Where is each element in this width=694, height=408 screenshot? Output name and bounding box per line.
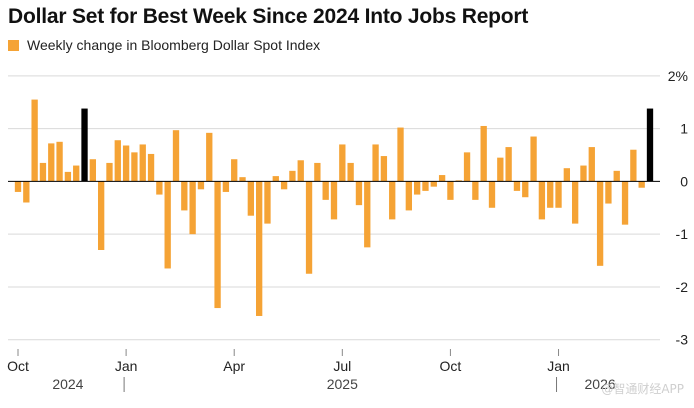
bar-35 bbox=[305, 181, 313, 274]
bar-66 bbox=[563, 168, 571, 182]
bar-23 bbox=[206, 132, 213, 182]
bar-48 bbox=[413, 181, 421, 195]
bar-56 bbox=[480, 125, 487, 182]
bar-36 bbox=[314, 162, 321, 182]
bar-2 bbox=[31, 99, 38, 182]
bar-52 bbox=[447, 181, 454, 200]
bar-45 bbox=[389, 181, 396, 220]
year-label-1: 2025 bbox=[327, 376, 358, 392]
bar-65 bbox=[555, 181, 562, 208]
bar-60 bbox=[513, 181, 521, 191]
bar-10 bbox=[97, 181, 105, 250]
bar-17 bbox=[156, 181, 163, 195]
x-tick-label-4: Oct bbox=[440, 358, 462, 374]
bar-13 bbox=[122, 145, 130, 182]
bar-75 bbox=[638, 181, 645, 188]
bar-57 bbox=[488, 181, 496, 208]
bar-19 bbox=[172, 130, 180, 182]
bar-42 bbox=[364, 181, 371, 248]
bar-24 bbox=[214, 181, 221, 309]
bar-43 bbox=[372, 144, 379, 182]
bar-12 bbox=[114, 140, 121, 182]
bar-31 bbox=[272, 176, 279, 182]
bar-22 bbox=[197, 181, 205, 190]
bar-11 bbox=[106, 162, 113, 182]
x-tick-label-2: Apr bbox=[223, 358, 245, 374]
bar-49 bbox=[422, 181, 429, 191]
y-tick-label-1: 1 bbox=[680, 121, 688, 137]
bar-47 bbox=[405, 181, 413, 211]
bar-3 bbox=[39, 162, 47, 182]
bar-51 bbox=[438, 175, 446, 182]
bar-1 bbox=[23, 181, 30, 203]
bar-63 bbox=[538, 181, 546, 220]
bar-41 bbox=[355, 181, 363, 206]
bar-26 bbox=[231, 159, 238, 182]
bar-73 bbox=[621, 181, 629, 225]
bar-62 bbox=[530, 136, 537, 182]
x-tick-label-5: Jan bbox=[547, 358, 570, 374]
bar-6 bbox=[64, 171, 72, 182]
bar-8 bbox=[81, 108, 88, 182]
y-tick-label-5: -3 bbox=[676, 332, 689, 348]
bar-46 bbox=[397, 127, 404, 182]
y-tick-label-3: -1 bbox=[676, 226, 689, 242]
bar-37 bbox=[322, 181, 329, 200]
bar-29 bbox=[255, 181, 263, 316]
bar-53 bbox=[455, 180, 462, 182]
bar-44 bbox=[380, 156, 388, 182]
bar-15 bbox=[139, 144, 146, 182]
bar-39 bbox=[339, 144, 346, 182]
bar-14 bbox=[131, 152, 138, 182]
x-tick-label-3: Jul bbox=[333, 358, 351, 374]
bar-70 bbox=[596, 181, 604, 266]
bar-58 bbox=[497, 157, 504, 182]
legend-label: Weekly change in Bloomberg Dollar Spot I… bbox=[27, 37, 321, 53]
bar-68 bbox=[580, 165, 587, 182]
legend-swatch bbox=[8, 39, 19, 51]
year-label-0: 2024 bbox=[52, 376, 83, 392]
bar-61 bbox=[522, 181, 529, 198]
bar-33 bbox=[289, 170, 296, 182]
bar-74 bbox=[630, 149, 637, 182]
watermark-text: @智通财经APP bbox=[601, 382, 684, 396]
bar-34 bbox=[297, 160, 304, 182]
bar-25 bbox=[222, 181, 230, 192]
bar-59 bbox=[505, 147, 512, 182]
bar-38 bbox=[330, 181, 338, 220]
legend: Weekly change in Bloomberg Dollar Spot I… bbox=[8, 37, 320, 53]
x-tick-label-0: Oct bbox=[7, 358, 29, 374]
bar-40 bbox=[347, 162, 354, 182]
bar-76 bbox=[646, 108, 654, 182]
bar-71 bbox=[605, 181, 612, 204]
y-tick-label-2: 0 bbox=[680, 173, 688, 189]
bar-27 bbox=[239, 177, 246, 182]
bar-69 bbox=[588, 147, 595, 182]
bar-55 bbox=[472, 181, 479, 200]
y-tick-label-4: -2 bbox=[676, 279, 689, 295]
bar-72 bbox=[613, 170, 620, 182]
y-tick-label-0: 2% bbox=[668, 68, 688, 84]
bar-21 bbox=[189, 181, 196, 235]
bar-18 bbox=[164, 181, 171, 269]
bar-4 bbox=[48, 143, 55, 182]
bar-54 bbox=[463, 152, 471, 182]
bar-50 bbox=[430, 181, 437, 187]
year-label-2: 2026 bbox=[585, 376, 616, 392]
chart-title: Dollar Set for Best Week Since 2024 Into… bbox=[8, 5, 529, 28]
bar-28 bbox=[247, 181, 255, 216]
bar-20 bbox=[181, 181, 188, 211]
bar-67 bbox=[571, 181, 579, 224]
bar-9 bbox=[89, 159, 97, 182]
bar-16 bbox=[147, 153, 155, 182]
bar-32 bbox=[280, 181, 288, 190]
bar-7 bbox=[73, 165, 80, 182]
bar-5 bbox=[56, 141, 63, 182]
bar-64 bbox=[547, 181, 554, 208]
bar-30 bbox=[264, 181, 271, 224]
bar-0 bbox=[14, 181, 22, 192]
x-tick-label-1: Jan bbox=[115, 358, 138, 374]
